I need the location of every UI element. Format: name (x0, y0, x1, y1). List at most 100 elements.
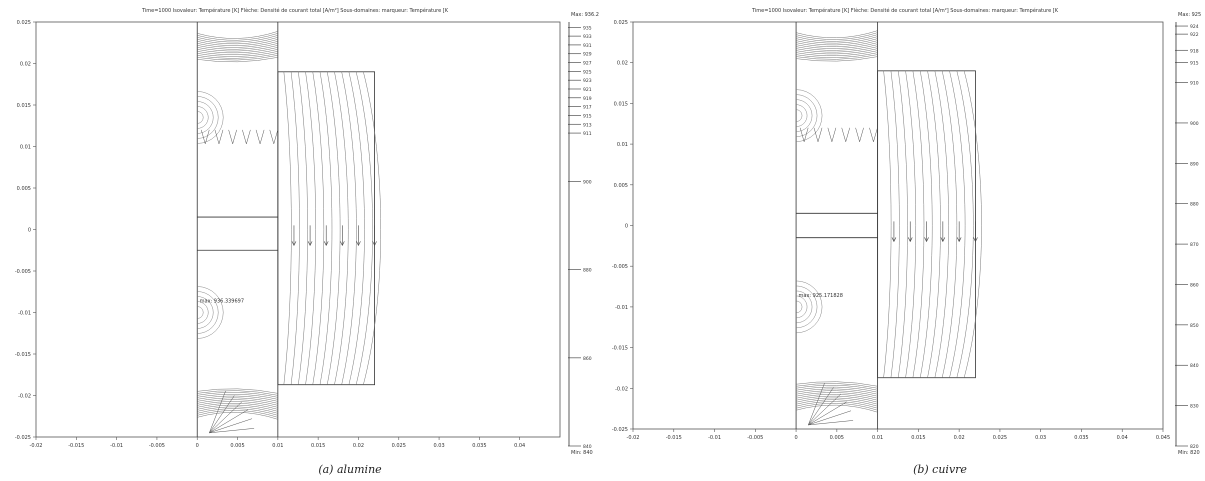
isotherm (796, 386, 878, 393)
isotherm (197, 53, 278, 59)
colorbar-tick-label: 923 (583, 78, 592, 84)
y-tick-label: 0.01 (617, 142, 628, 148)
isotherm (796, 42, 878, 49)
current-arrow (869, 127, 878, 143)
isotherm (197, 37, 278, 45)
isotherm (319, 71, 333, 385)
isotherm (197, 96, 219, 139)
isotherm (197, 39, 278, 46)
current-arrow (209, 395, 235, 433)
isotherm (341, 71, 357, 385)
isotherm (796, 300, 803, 314)
isotherm (912, 70, 925, 378)
isotherm (197, 49, 278, 55)
isotherm (949, 70, 966, 378)
isotherm (197, 404, 278, 412)
current-arrow (209, 409, 249, 434)
isotherm (796, 48, 878, 55)
isotherm (796, 54, 878, 60)
colorbar-tick-label: 870 (1190, 242, 1199, 248)
current-arrow (228, 129, 237, 145)
isotherm (796, 32, 878, 40)
isotherm (348, 71, 365, 385)
isotherm (305, 71, 316, 385)
x-tick-label: 0.01 (872, 435, 883, 441)
x-tick-label: -0.005 (747, 435, 763, 441)
isotherm (355, 71, 373, 385)
isotherm (197, 399, 278, 406)
panel-alumine: Time=1000 Isovaleur: Température [K] Flè… (15, 7, 599, 456)
current-arrow (214, 129, 224, 145)
isotherm (796, 99, 813, 132)
current-arrow (242, 129, 251, 145)
colorbar-tick-label: 919 (583, 96, 592, 102)
colorbar-tick-label: 915 (583, 113, 592, 119)
isotherm (197, 306, 204, 319)
isotherm (326, 71, 341, 385)
colorbar-tick-label: 890 (1190, 161, 1199, 167)
isotherm (197, 412, 278, 420)
y-tick-label: 0.015 (17, 103, 31, 109)
y-tick-label: 0.02 (20, 62, 31, 68)
x-tick-label: -0.005 (149, 443, 165, 449)
current-arrow (841, 127, 850, 143)
current-arrow-head (891, 237, 897, 243)
colorbar-tick-label: 820 (1190, 444, 1199, 450)
isotherm (197, 388, 278, 394)
isotherm (197, 91, 224, 144)
x-tick-label: 0.045 (1156, 435, 1170, 441)
colorbar-tick-label: 840 (1190, 363, 1199, 369)
isotherm (796, 403, 878, 411)
isotherm (197, 406, 278, 414)
isotherm (197, 286, 224, 339)
isotherm (941, 70, 958, 378)
colorbar-tick-label: 918 (1190, 48, 1199, 54)
max-annotation: max: 936.339697 (200, 299, 244, 305)
isotherm (363, 71, 382, 385)
caption-alumine: (a) alumine (318, 463, 382, 476)
isotherm (796, 392, 878, 399)
colorbar-tick-label: 880 (1190, 202, 1199, 208)
isotherm (796, 34, 878, 42)
isotherm (883, 70, 892, 378)
x-tick-label: -0.01 (708, 435, 721, 441)
colorbar-tick-label: 830 (1190, 404, 1199, 410)
isotherm (956, 70, 974, 378)
y-tick-label: -0.01 (18, 311, 31, 317)
colorbar-tick-label: 911 (583, 131, 592, 137)
isotherm (796, 285, 818, 329)
caption-cuivre: (b) cuivre (913, 463, 967, 476)
isotherm (197, 397, 278, 404)
current-arrow-head (323, 241, 329, 247)
x-tick-label: 0.04 (1117, 435, 1128, 441)
current-arrow-head (956, 237, 962, 243)
x-tick-label: -0.02 (30, 443, 43, 449)
isotherm (905, 70, 917, 378)
y-tick-label: -0.02 (18, 394, 31, 400)
y-tick-label: -0.025 (15, 435, 31, 441)
y-tick-label: 0.015 (614, 101, 628, 107)
current-arrow (209, 428, 255, 434)
y-tick-label: 0.025 (614, 20, 628, 26)
isotherm (796, 388, 878, 395)
current-arrow (808, 382, 825, 426)
x-tick-label: 0.005 (830, 435, 844, 441)
panel-cuivre: Time=1000 Isovaleur: Température [K] Flè… (612, 7, 1201, 456)
y-tick-label: -0.005 (15, 269, 31, 275)
x-tick-label: -0.02 (627, 435, 640, 441)
x-tick-label: -0.015 (68, 443, 84, 449)
x-tick-label: 0.005 (230, 443, 244, 449)
isotherm (796, 383, 878, 389)
x-tick-label: -0.01 (110, 443, 123, 449)
isotherm (796, 94, 818, 137)
current-arrow (855, 127, 864, 143)
isotherm (197, 296, 214, 329)
max-annotation: max: 925.171828 (799, 293, 843, 299)
current-arrow (209, 390, 226, 433)
current-arrow-head (307, 241, 313, 247)
isotherm (890, 70, 900, 378)
isotherm (197, 390, 278, 396)
current-arrow (799, 127, 809, 143)
y-tick-label: -0.025 (612, 427, 628, 433)
